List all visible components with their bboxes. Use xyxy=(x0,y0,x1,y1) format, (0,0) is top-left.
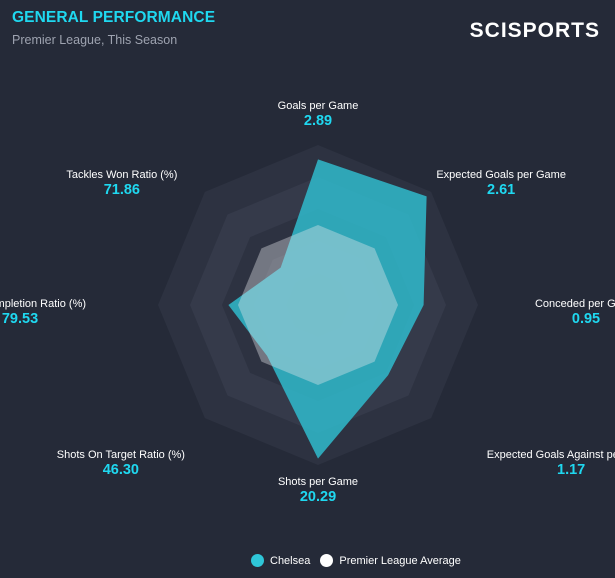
legend-label-chelsea: Chelsea xyxy=(270,554,311,567)
axis-label-4: Shots per Game xyxy=(278,476,358,488)
axis-value-5: 46.30 xyxy=(103,462,139,478)
axis-label-3: Expected Goals Against per Game xyxy=(487,449,615,461)
axis-value-3: 1.17 xyxy=(557,462,585,478)
radar-series-chelsea xyxy=(228,159,427,459)
axis-label-6: Pass Completion Ratio (%) xyxy=(0,298,86,310)
radar-series-average xyxy=(238,225,398,385)
legend-swatch-chelsea xyxy=(251,554,264,567)
legend-label-average: Premier League Average xyxy=(339,554,461,567)
axis-value-2: 0.95 xyxy=(572,311,600,327)
chart-subtitle: Premier League, This Season xyxy=(12,33,178,47)
axis-value-0: 2.89 xyxy=(304,113,332,129)
legend-swatch-average xyxy=(320,554,334,567)
axis-label-0: Goals per Game xyxy=(278,100,359,112)
axis-label-1: Expected Goals per Game xyxy=(436,169,566,181)
legend-item-average[interactable]: Premier League Average xyxy=(320,554,461,567)
axis-value-4: 20.29 xyxy=(300,489,336,505)
axis-label-5: Shots On Target Ratio (%) xyxy=(57,449,185,461)
legend: Chelsea Premier League Average xyxy=(251,554,471,567)
axis-label-2: Conceded per Game xyxy=(535,298,615,310)
axis-value-7: 71.86 xyxy=(104,182,140,198)
legend-item-chelsea[interactable]: Chelsea xyxy=(251,554,310,567)
axis-value-6: 79.53 xyxy=(2,311,38,327)
brand-logo: SCISPORTS xyxy=(469,19,600,42)
chart-title: GENERAL PERFORMANCE xyxy=(12,9,216,26)
axis-label-7: Tackles Won Ratio (%) xyxy=(66,169,177,181)
axis-value-1: 2.61 xyxy=(487,182,515,198)
